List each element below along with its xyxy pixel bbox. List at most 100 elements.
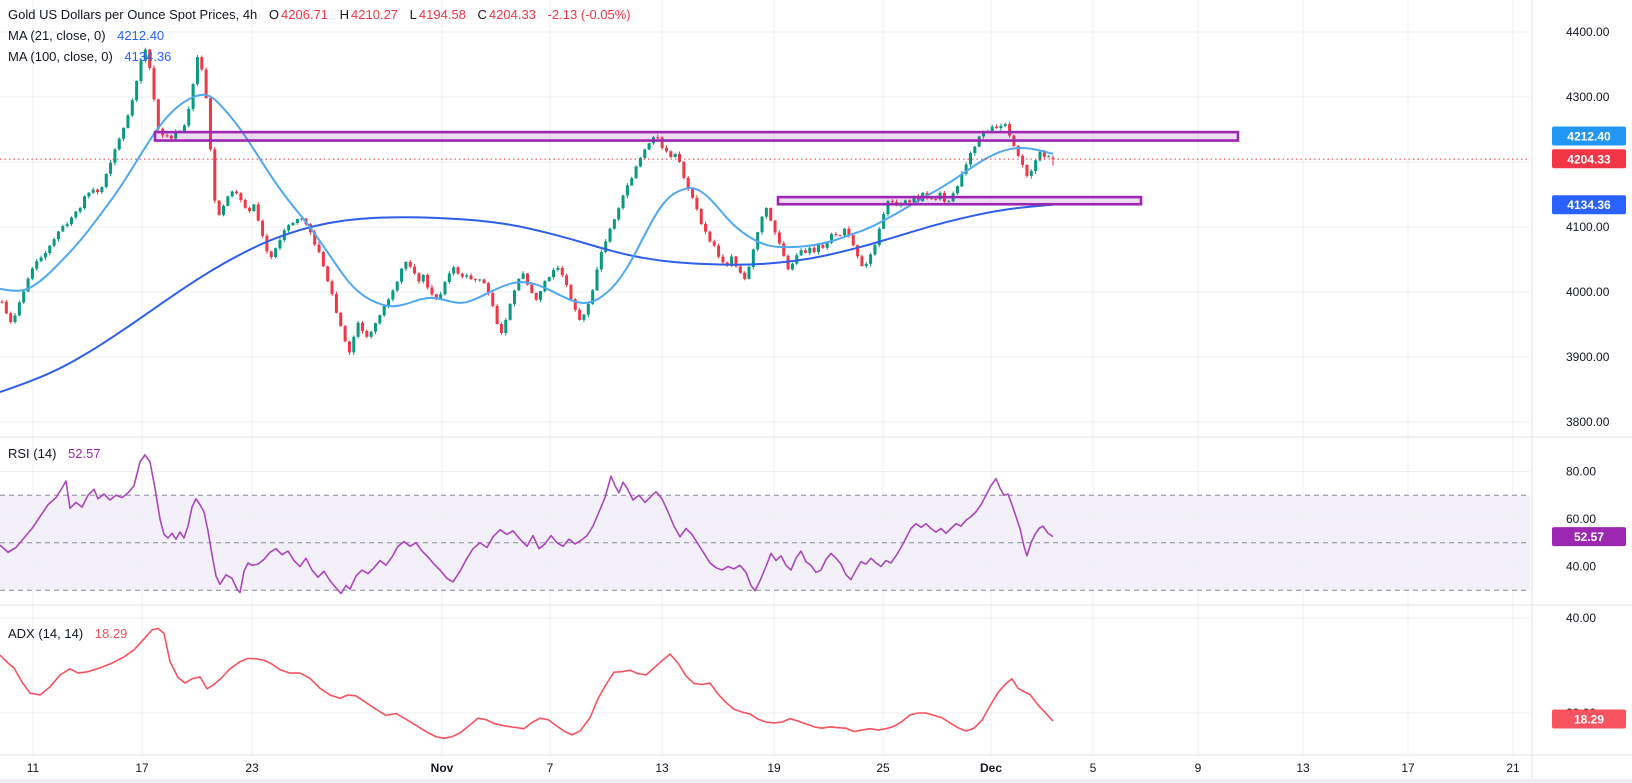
candle-body <box>208 98 212 150</box>
candle-body <box>712 241 716 246</box>
candle-body <box>395 281 399 291</box>
candle-body <box>295 218 299 223</box>
candle-body <box>452 267 456 274</box>
candle-body <box>886 201 890 215</box>
candle-body <box>573 299 577 310</box>
candle-body <box>704 223 708 232</box>
ma21-legend-row[interactable]: MA (21, close, 0) 4212.40 <box>8 25 633 46</box>
adx-badge-text: 18.29 <box>1574 713 1604 727</box>
candle-body <box>9 313 13 323</box>
rsi-badge <box>1552 527 1626 547</box>
high-label: H <box>339 7 350 22</box>
candle-body <box>934 198 938 200</box>
candle-body <box>699 209 703 224</box>
price-axis-label: 4400.00 <box>1566 25 1610 39</box>
candle-body <box>586 303 590 315</box>
candle-body <box>13 315 17 323</box>
candle-body <box>326 266 330 282</box>
candle-body <box>803 250 807 253</box>
candle-body <box>69 217 73 225</box>
ma100-line <box>0 203 1054 394</box>
candle-body <box>591 290 595 304</box>
adx-legend-row[interactable]: ADX (14, 14) 18.29 <box>8 626 127 641</box>
resistance-zone-2[interactable] <box>776 195 1143 206</box>
candle-body <box>122 127 126 139</box>
candle-body <box>743 272 747 279</box>
candle-body <box>647 143 651 150</box>
candle-body <box>478 279 482 281</box>
candle-body <box>334 294 338 313</box>
candle-body <box>109 162 113 174</box>
candle-body <box>469 275 473 280</box>
candle-body <box>391 290 395 300</box>
rsi-value: 52.57 <box>68 446 101 461</box>
candle-body <box>691 189 695 198</box>
candle-body <box>834 234 838 236</box>
candle-body <box>569 285 573 300</box>
candle-body <box>604 241 608 253</box>
candle-body <box>669 151 673 158</box>
time-axis-label: 23 <box>245 761 259 775</box>
adx-label: ADX (14, 14) <box>8 626 84 641</box>
symbol-legend-row[interactable]: Gold US Dollars per Ounce Spot Prices, 4… <box>8 4 633 25</box>
candle-body <box>365 331 369 337</box>
candle-body <box>30 268 34 279</box>
candle-body <box>1016 145 1020 156</box>
change-value: -2.13 (-0.05%) <box>547 7 631 22</box>
candle-body <box>521 273 525 279</box>
candle-body <box>625 185 629 196</box>
candle-body <box>695 197 699 210</box>
price-axis-label: 4300.00 <box>1566 90 1610 104</box>
candle-body <box>235 191 239 194</box>
candle-body <box>560 267 564 276</box>
ma21-badge <box>1552 126 1626 146</box>
candle-body <box>782 243 786 256</box>
time-axis-label: 5 <box>1090 761 1097 775</box>
candle-body <box>738 266 742 273</box>
ma100-badge <box>1552 195 1626 215</box>
time-axis-label: 9 <box>1195 761 1202 775</box>
rsi-legend-row[interactable]: RSI (14) 52.57 <box>8 446 101 461</box>
candle-body <box>599 252 603 270</box>
candle-body <box>721 256 725 263</box>
candle-body <box>608 228 612 242</box>
adx-axis-label: 40.00 <box>1566 611 1596 625</box>
candle-body <box>530 284 534 293</box>
candle-body <box>968 153 972 165</box>
candle-body <box>96 189 100 193</box>
time-axis-label: 13 <box>1296 761 1310 775</box>
candle-body <box>152 67 156 100</box>
candle-body <box>621 195 625 209</box>
candle-body <box>999 125 1003 129</box>
candle-body <box>595 269 599 291</box>
ma100-legend-row[interactable]: MA (100, close, 0) 4134.36 <box>8 46 633 67</box>
candle-body <box>1008 124 1012 136</box>
candle-body <box>869 254 873 264</box>
candle-body <box>482 279 486 284</box>
candle-body <box>83 196 87 209</box>
candle-body <box>456 267 460 274</box>
candle-body <box>995 126 999 129</box>
candle-body <box>916 196 920 202</box>
ma100-badge-text: 4134.36 <box>1567 198 1611 212</box>
price-axis-label: 4000.00 <box>1566 285 1610 299</box>
candle-body <box>65 224 69 227</box>
ma21-line <box>0 93 1054 308</box>
candle-body <box>117 138 121 150</box>
candle-body <box>856 245 860 257</box>
candle-body <box>343 326 347 342</box>
main-legend: Gold US Dollars per Ounce Spot Prices, 4… <box>8 4 633 67</box>
candle-body <box>356 322 360 337</box>
resistance-zone-1[interactable] <box>153 130 1240 142</box>
candle-body <box>682 161 686 178</box>
candle-body <box>261 220 265 236</box>
rsi-axis-label: 60.00 <box>1566 512 1596 526</box>
candle-body <box>130 100 134 116</box>
price-axis-label: 3900.00 <box>1566 350 1610 364</box>
candle-body <box>269 251 273 258</box>
candle-body <box>816 244 820 252</box>
candle-body <box>300 218 304 220</box>
candle-body <box>830 234 834 243</box>
candle-body <box>638 157 642 167</box>
